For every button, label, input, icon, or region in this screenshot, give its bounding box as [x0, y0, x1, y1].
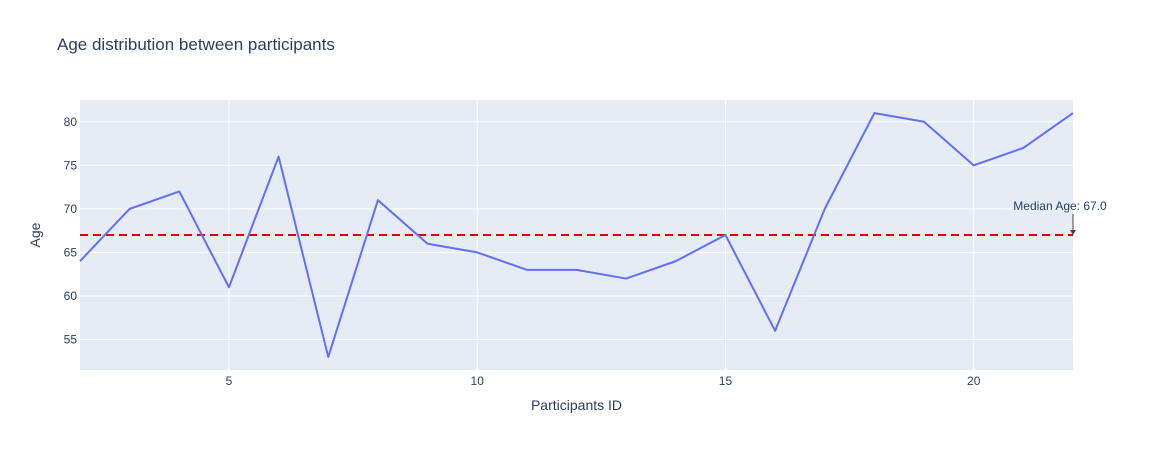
series-line [79, 112, 1074, 358]
x-tick-labels: 5 10 15 20 [226, 374, 981, 388]
y-axis-title: Age [27, 222, 43, 247]
chart-title: Age distribution between participants [57, 35, 335, 54]
gridlines [80, 100, 1073, 370]
x-tick-label: 20 [967, 374, 981, 388]
y-tick-label: 80 [64, 115, 78, 129]
x-tick-label: 15 [719, 374, 733, 388]
y-tick-label: 60 [64, 289, 78, 303]
x-tick-label: 5 [226, 374, 233, 388]
median-annotation: Median Age: 67.0 [1013, 199, 1107, 235]
y-tick-labels: 55 60 65 70 75 80 [64, 115, 78, 347]
median-annotation-text: Median Age: 67.0 [1013, 199, 1107, 213]
y-tick-label: 75 [64, 158, 78, 172]
series-group [79, 112, 1074, 358]
y-tick-label: 65 [64, 245, 78, 259]
x-tick-label: 10 [471, 374, 485, 388]
annotation-arrow-head [1070, 230, 1076, 235]
x-axis-title: Participants ID [531, 397, 622, 413]
y-tick-label: 55 [64, 333, 78, 347]
y-tick-label: 70 [64, 202, 78, 216]
